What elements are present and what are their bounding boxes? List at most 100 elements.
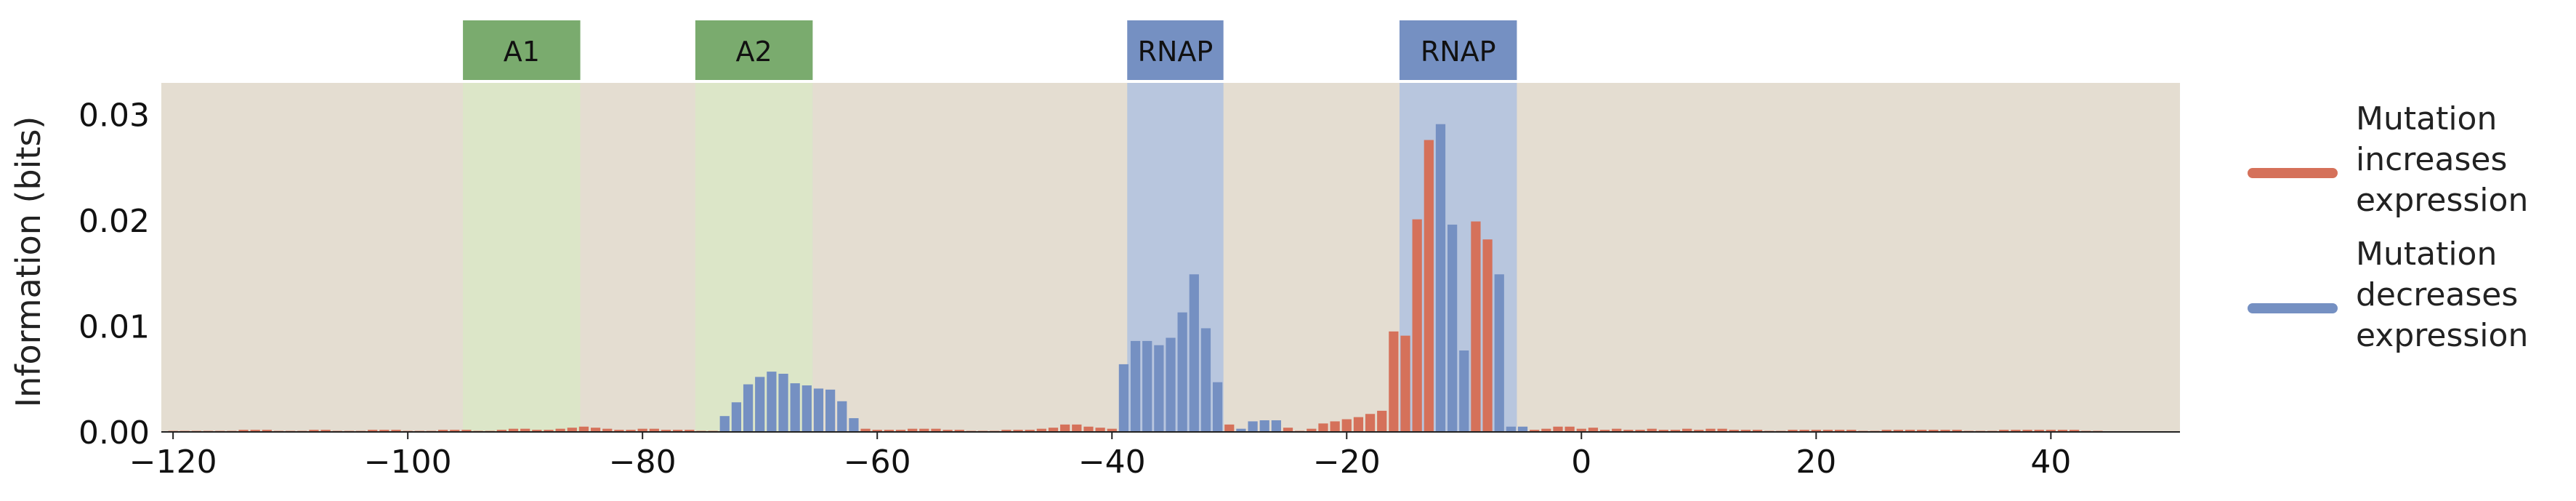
bar [1471, 221, 1481, 432]
region-label-box-2 [1127, 20, 1224, 80]
bar [309, 430, 319, 432]
bar [438, 430, 448, 432]
x-tick-label: −120 [129, 444, 217, 481]
bar [1212, 382, 1223, 432]
bar [567, 428, 577, 432]
bar [1130, 340, 1141, 432]
bar [813, 388, 824, 432]
bar [1107, 428, 1117, 432]
y-tick-label: 0.01 [78, 309, 150, 346]
region-band-a2-1 [695, 83, 813, 432]
bar [919, 428, 929, 432]
bar [1541, 428, 1551, 432]
bar [520, 428, 530, 432]
axes: −120 −100 −80 −60 −40 −20 0 20 40 0.00 0.01 0.02 0.0… [78, 97, 2180, 481]
bar [1729, 430, 1739, 432]
bar [1717, 428, 1727, 432]
bar [825, 389, 836, 432]
bar [1365, 414, 1376, 432]
bar [1530, 430, 1540, 432]
bar [250, 430, 260, 432]
bar [743, 384, 754, 432]
bar [1177, 312, 1187, 432]
bar [1459, 350, 1469, 432]
bar [262, 430, 272, 432]
bar [1834, 430, 1845, 432]
bar [1189, 274, 1199, 432]
bar [1952, 430, 1962, 432]
bar [778, 374, 788, 432]
bar [1236, 428, 1246, 432]
bar [391, 430, 401, 432]
bar [602, 428, 613, 432]
bar [1705, 428, 1716, 432]
bar [1576, 428, 1586, 432]
bar [1154, 345, 1164, 432]
bar [719, 416, 730, 432]
bar [1788, 430, 1798, 432]
bar [1893, 430, 1903, 432]
bar [578, 426, 589, 432]
bar [1740, 430, 1751, 432]
y-tick-label: 0.00 [78, 414, 150, 452]
bar [1799, 430, 1809, 432]
bar [1271, 420, 1281, 432]
region-band-a1-0 [463, 83, 581, 432]
bar [1811, 430, 1821, 432]
bar [1694, 430, 1704, 432]
x-tick-label: −100 [364, 444, 452, 481]
bar [1588, 428, 1599, 432]
bar [626, 430, 636, 432]
region-label-2: RNAP [1138, 36, 1214, 68]
bar [1929, 430, 1939, 432]
bar [1494, 274, 1504, 432]
legend-label-increase: Mutation [2356, 100, 2497, 137]
bar [1118, 364, 1129, 432]
bar [1623, 430, 1634, 432]
region-label-box-0 [463, 20, 581, 80]
bar [496, 430, 507, 432]
bar [1330, 421, 1340, 432]
x-tick-label: 40 [2030, 444, 2071, 481]
bar [884, 430, 894, 432]
bar [1553, 426, 1563, 432]
bar [1248, 421, 1258, 432]
bar [1999, 430, 2009, 432]
bar [1599, 430, 1610, 432]
bar [931, 428, 941, 432]
bar [1635, 430, 1645, 432]
bar [1307, 428, 1317, 432]
bar [1048, 428, 1059, 432]
bar [1412, 219, 1422, 432]
legend-label-increase: expression [2356, 182, 2528, 219]
bar [872, 430, 882, 432]
region-label-1: A2 [736, 36, 772, 68]
bar [1341, 419, 1352, 432]
bar [1647, 428, 1657, 432]
legend-label-increase: increases [2356, 141, 2507, 178]
bars [168, 124, 2103, 432]
bar [1448, 224, 1458, 432]
bar [461, 430, 472, 432]
bar [954, 430, 964, 432]
region-label-0: A1 [504, 36, 540, 68]
bar [1318, 423, 1328, 432]
bar [661, 430, 671, 432]
x-tick-label: 20 [1796, 444, 1836, 481]
bar [1001, 430, 1012, 432]
bar [2046, 430, 2056, 432]
bar [1940, 430, 1950, 432]
bar [614, 430, 624, 432]
region-label-3: RNAP [1421, 36, 1496, 68]
bar [1013, 430, 1023, 432]
bar [767, 372, 777, 432]
bar [1025, 430, 1035, 432]
bar [860, 428, 871, 432]
y-tick-label: 0.02 [78, 203, 150, 240]
bar [1917, 430, 1927, 432]
bar [1482, 239, 1493, 432]
bar [1095, 428, 1105, 432]
y-axis-label: Information (bits) [9, 116, 48, 408]
